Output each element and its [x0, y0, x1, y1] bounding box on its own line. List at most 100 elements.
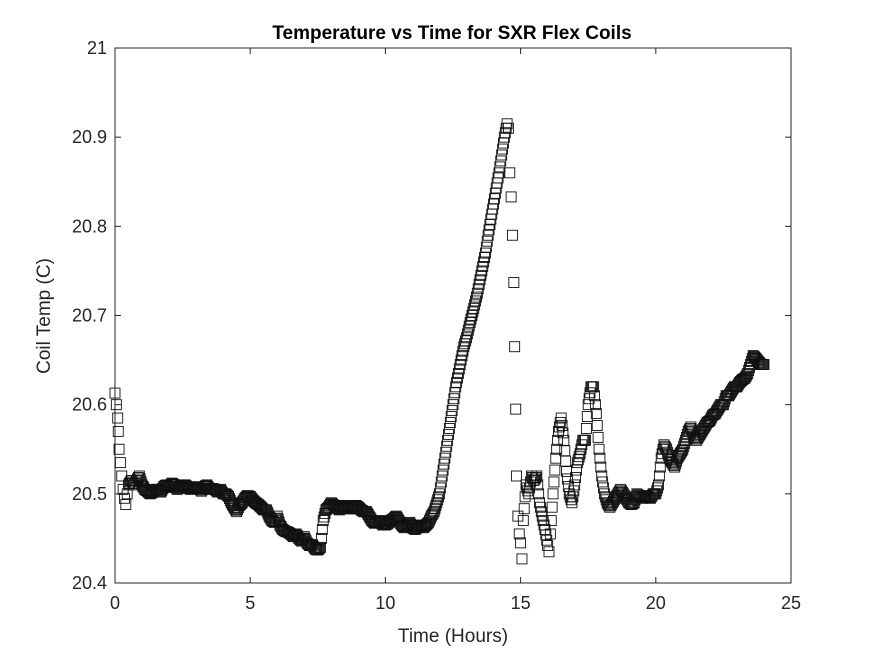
data-point-marker	[315, 532, 327, 544]
data-point-marker	[511, 470, 522, 482]
data-point-marker	[473, 278, 485, 290]
data-point-marker	[675, 446, 687, 458]
data-point-marker	[478, 256, 490, 268]
data-point-marker	[428, 506, 440, 518]
data-point-marker	[443, 428, 454, 440]
data-point-marker	[584, 387, 596, 399]
data-point-marker	[438, 458, 450, 470]
data-point-marker	[471, 287, 483, 299]
data-point-marker	[481, 235, 493, 247]
y-tick-label: 20.6	[72, 395, 107, 415]
chart-title: Temperature vs Time for SXR Flex Coils	[272, 23, 631, 44]
data-point-marker	[533, 488, 545, 500]
data-point-marker	[455, 354, 467, 366]
data-point-marker	[589, 399, 601, 411]
data-point-marker	[458, 341, 470, 353]
y-tick-label: 20.4	[72, 573, 107, 593]
data-point-marker	[531, 470, 543, 482]
data-point-marker	[588, 381, 600, 393]
data-point-marker	[509, 341, 521, 353]
data-point-marker	[594, 452, 606, 464]
data-point-marker	[498, 137, 509, 149]
data-point-marker	[740, 370, 752, 382]
data-point-marker	[426, 509, 438, 521]
data-point-marker	[562, 473, 573, 485]
data-point-marker	[447, 399, 459, 411]
data-point-marker	[119, 492, 130, 504]
data-point-marker	[437, 464, 449, 476]
data-point-marker	[452, 372, 463, 384]
data-point-marker	[567, 491, 579, 503]
data-point-marker	[530, 472, 542, 483]
data-point-marker	[435, 476, 447, 488]
data-point-marker	[508, 277, 520, 288]
data-point-marker	[651, 485, 663, 497]
y-tick-label: 20.8	[72, 216, 107, 236]
data-point-marker	[742, 368, 754, 379]
data-point-marker	[570, 472, 582, 483]
data-point-marker	[677, 443, 689, 455]
data-point-marker	[576, 439, 588, 451]
data-point-marker	[598, 482, 609, 494]
data-point-marker	[317, 515, 329, 527]
data-point-marker	[116, 470, 128, 482]
x-tick-label: 20	[646, 593, 666, 613]
data-point-marker	[495, 155, 507, 167]
data-point-marker	[431, 497, 443, 509]
data-point-marker	[528, 475, 540, 486]
data-point-marker	[546, 501, 558, 513]
data-point-marker	[652, 482, 664, 494]
data-point-marker	[494, 161, 506, 173]
data-point-marker	[114, 457, 126, 469]
data-point-marker	[519, 491, 531, 503]
y-tick-label: 21	[87, 38, 107, 58]
data-point-marker	[112, 425, 124, 437]
data-point-marker	[120, 499, 132, 510]
data-point-marker	[516, 553, 528, 565]
data-point-marker	[442, 434, 454, 446]
data-point-marker	[593, 443, 605, 455]
data-point-marker	[569, 479, 581, 491]
data-point-marker	[460, 335, 472, 347]
data-point-marker	[590, 408, 602, 420]
data-point-marker	[444, 417, 456, 428]
data-point-marker	[430, 500, 442, 512]
data-point-marker	[573, 451, 585, 463]
data-point-marker	[551, 443, 563, 455]
plot-area-border	[114, 47, 792, 584]
y-axis-label: Coil Temp (C)	[34, 258, 55, 374]
data-point-marker	[112, 412, 124, 424]
data-point-marker	[475, 269, 487, 281]
data-point-marker	[446, 405, 458, 417]
data-point-marker	[560, 455, 572, 467]
data-point-marker	[498, 131, 510, 143]
data-point-marker	[566, 497, 578, 509]
data-point-marker	[510, 403, 522, 415]
data-point-marker	[429, 503, 441, 515]
data-point-marker	[453, 363, 465, 375]
data-point-marker	[529, 473, 541, 485]
data-point-marker	[463, 320, 475, 332]
data-point-marker	[568, 485, 580, 497]
data-point-marker	[513, 528, 525, 540]
data-point-marker	[547, 488, 559, 500]
data-point-marker	[582, 399, 594, 411]
data-point-marker	[434, 488, 445, 500]
data-point-marker	[424, 514, 436, 526]
data-point-marker	[673, 449, 685, 461]
data-point-marker	[443, 422, 455, 434]
data-point-marker	[493, 167, 505, 179]
data-point-marker	[553, 421, 565, 433]
data-point-marker	[462, 324, 474, 336]
data-point-marker	[479, 247, 491, 259]
data-point-marker	[754, 358, 766, 370]
data-point-marker	[571, 464, 582, 476]
data-point-marker	[476, 265, 488, 277]
data-point-marker	[432, 494, 444, 506]
data-point-marker	[592, 431, 604, 443]
x-axis-label: Time (Hours)	[398, 626, 508, 647]
data-point-marker	[110, 399, 122, 411]
data-point-marker	[499, 127, 511, 139]
data-point-marker	[515, 537, 527, 549]
data-point-marker	[507, 229, 518, 241]
